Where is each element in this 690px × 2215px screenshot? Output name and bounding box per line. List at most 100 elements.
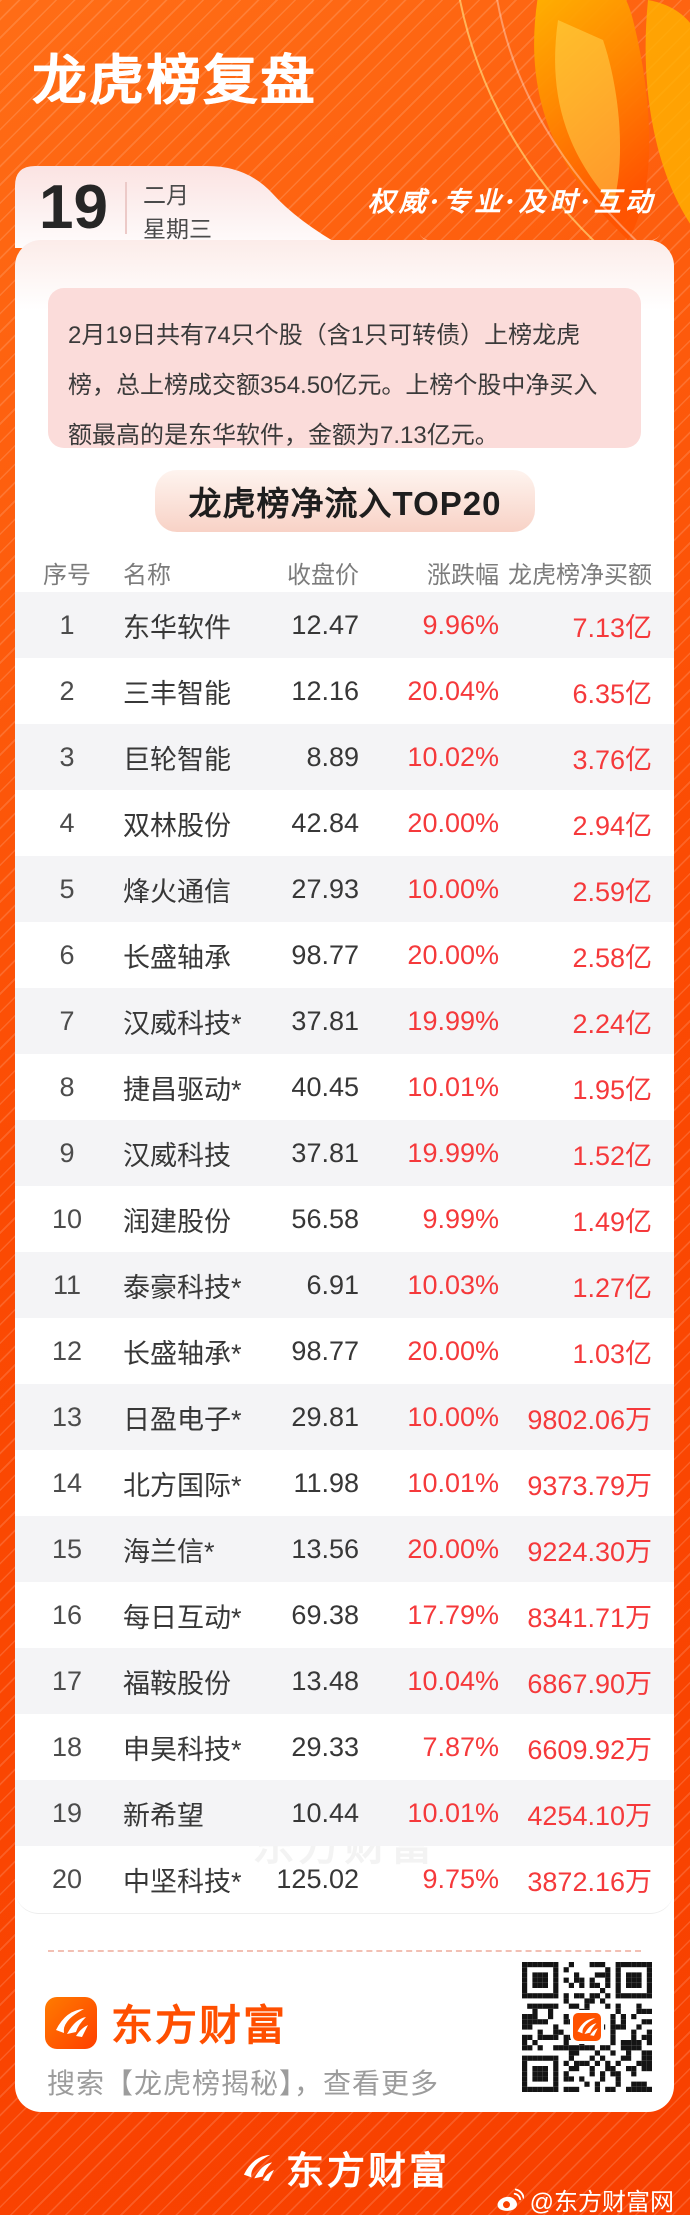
- cell-rank: 8: [59, 1071, 75, 1102]
- column-header-stock-name: 名称: [123, 561, 171, 589]
- bottom-brand-text: 东方财富: [285, 2151, 450, 2193]
- table-row: 18 申昊科技* 29.33 7.87% 6609.92万: [15, 1714, 674, 1780]
- cell-rank: 19: [51, 1797, 83, 1828]
- cell-stock-name: 烽火通信: [123, 876, 231, 907]
- cell-stock-name: 北方国际*: [123, 1470, 242, 1501]
- cell-close-price: 40.45: [291, 1071, 359, 1102]
- cell-close-price: 98.77: [291, 939, 359, 970]
- cell-rank: 2: [59, 675, 75, 706]
- swirl-icon: [577, 2018, 598, 2036]
- cell-rank: 4: [59, 807, 75, 838]
- date-day: 19: [39, 173, 108, 242]
- cell-change-pct: 10.01%: [407, 1467, 499, 1498]
- date-tab-shape: [15, 166, 345, 248]
- cell-change-pct: 10.02%: [407, 741, 499, 772]
- cell-stock-name: 日盈电子*: [123, 1404, 242, 1435]
- cell-close-price: 29.81: [291, 1401, 359, 1432]
- cell-change-pct: 10.00%: [407, 1401, 499, 1432]
- cell-change-pct: 20.00%: [407, 1533, 499, 1564]
- table-body: 1 东华软件 12.47 9.96% 7.13亿 2 三丰智能 12.16 20.04% 6.35…: [15, 592, 674, 1912]
- date-weekday: 星期三: [143, 216, 212, 242]
- cell-close-price: 13.56: [291, 1533, 359, 1564]
- table-row: 6 长盛轴承 98.77 20.00% 2.58亿: [15, 922, 674, 988]
- cell-change-pct: 19.99%: [407, 1137, 499, 1168]
- cell-net-buy: 3.76亿: [572, 744, 652, 775]
- cell-stock-name: 汉威科技: [123, 1140, 231, 1171]
- table-header-row: 序号 名称 收盘价 涨跌幅 龙虎榜净买额: [15, 552, 674, 592]
- cell-rank: 9: [59, 1137, 75, 1168]
- cell-stock-name: 福鞍股份: [123, 1668, 231, 1699]
- dashed-divider: [48, 1950, 641, 1952]
- cell-stock-name: 三丰智能: [123, 678, 231, 709]
- cell-stock-name: 巨轮智能: [123, 744, 231, 775]
- cell-stock-name: 新希望: [123, 1800, 204, 1831]
- cell-stock-name: 泰豪科技*: [123, 1272, 242, 1303]
- table-row: 20 中坚科技* 125.02 9.75% 3872.16万: [15, 1846, 674, 1912]
- cell-close-price: 13.48: [291, 1665, 359, 1696]
- cell-change-pct: 7.87%: [422, 1731, 499, 1762]
- search-hint-text: 搜索【龙虎榜揭秘】，查看更多: [47, 2068, 440, 2099]
- column-header-change-pct: 涨跌幅: [427, 561, 499, 589]
- table-row: 12 长盛轴承* 98.77 20.00% 1.03亿: [15, 1318, 674, 1384]
- cell-close-price: 8.89: [306, 741, 359, 772]
- cell-stock-name: 每日互动*: [123, 1602, 242, 1633]
- table-row: 16 每日互动* 69.38 17.79% 8341.71万: [15, 1582, 674, 1648]
- cell-close-price: 125.02: [276, 1863, 359, 1894]
- cell-stock-name: 中坚科技*: [123, 1866, 242, 1897]
- cell-close-price: 37.81: [291, 1137, 359, 1168]
- cell-change-pct: 9.75%: [422, 1863, 499, 1894]
- cell-rank: 3: [59, 741, 75, 772]
- cell-rank: 12: [51, 1335, 83, 1366]
- date-tab: 19 二月 星期三: [15, 166, 345, 253]
- cell-net-buy: 1.49亿: [572, 1206, 652, 1237]
- cell-stock-name: 东华软件: [123, 612, 231, 643]
- cell-net-buy: 9373.79万: [527, 1470, 652, 1501]
- cell-close-price: 27.93: [291, 873, 359, 904]
- cell-change-pct: 20.00%: [407, 807, 499, 838]
- cell-change-pct: 9.99%: [422, 1203, 499, 1234]
- cell-rank: 15: [51, 1533, 83, 1564]
- cell-stock-name: 润建股份: [123, 1206, 231, 1237]
- cell-net-buy: 1.52亿: [572, 1140, 652, 1171]
- cell-change-pct: 19.99%: [407, 1005, 499, 1036]
- cell-change-pct: 20.00%: [407, 1335, 499, 1366]
- cell-rank: 7: [59, 1005, 75, 1036]
- cell-change-pct: 10.00%: [407, 873, 499, 904]
- cell-net-buy: 9802.06万: [527, 1404, 652, 1435]
- cell-net-buy: 9224.30万: [527, 1536, 652, 1567]
- column-header-net-buy: 龙虎榜净买额: [508, 561, 652, 589]
- cell-close-price: 12.16: [291, 675, 359, 706]
- weibo-credit: @东方财富网: [496, 2182, 674, 2215]
- qr-center-logo: [570, 2010, 604, 2044]
- weibo-icon: [497, 2188, 524, 2211]
- cell-stock-name: 双林股份: [123, 810, 231, 841]
- cell-change-pct: 10.01%: [407, 1071, 499, 1102]
- cell-rank: 18: [51, 1731, 83, 1762]
- cell-net-buy: 1.03亿: [572, 1338, 652, 1369]
- cell-change-pct: 9.96%: [422, 609, 499, 640]
- cell-rank: 1: [59, 609, 75, 640]
- cell-rank: 13: [51, 1401, 83, 1432]
- cell-change-pct: 10.03%: [407, 1269, 499, 1300]
- page-title: 龙虎榜复盘: [32, 51, 317, 111]
- swirl-icon: [56, 2008, 88, 2037]
- main-card: 东方财富 东方财富 东方财富 2月19日共有74只个股（含1只可转债）上榜龙虎榜…: [15, 240, 674, 2112]
- table-title: 龙虎榜净流入TOP20: [188, 485, 502, 522]
- table-row: 7 汉威科技* 37.81 19.99% 2.24亿: [15, 988, 674, 1054]
- cell-rank: 11: [52, 1269, 82, 1300]
- eastmoney-app-icon: [45, 1996, 97, 2049]
- cell-net-buy: 1.95亿: [572, 1074, 652, 1105]
- cell-net-buy: 2.24亿: [572, 1008, 652, 1039]
- date-month: 二月: [143, 182, 189, 208]
- cell-close-price: 11.98: [293, 1467, 359, 1498]
- column-header-close-price: 收盘价: [287, 561, 359, 589]
- summary-card: 2月19日共有74只个股（含1只可转债）上榜龙虎榜，总上榜成交额354.50亿元…: [48, 288, 641, 449]
- table-row: 3 巨轮智能 8.89 10.02% 3.76亿: [15, 724, 674, 790]
- cell-rank: 10: [51, 1203, 83, 1234]
- table-row: 13 日盈电子* 29.81 10.00% 9802.06万: [15, 1384, 674, 1450]
- cell-close-price: 42.84: [291, 807, 359, 838]
- cell-change-pct: 20.00%: [407, 939, 499, 970]
- cell-net-buy: 7.13亿: [572, 612, 652, 643]
- cell-stock-name: 汉威科技*: [123, 1008, 242, 1039]
